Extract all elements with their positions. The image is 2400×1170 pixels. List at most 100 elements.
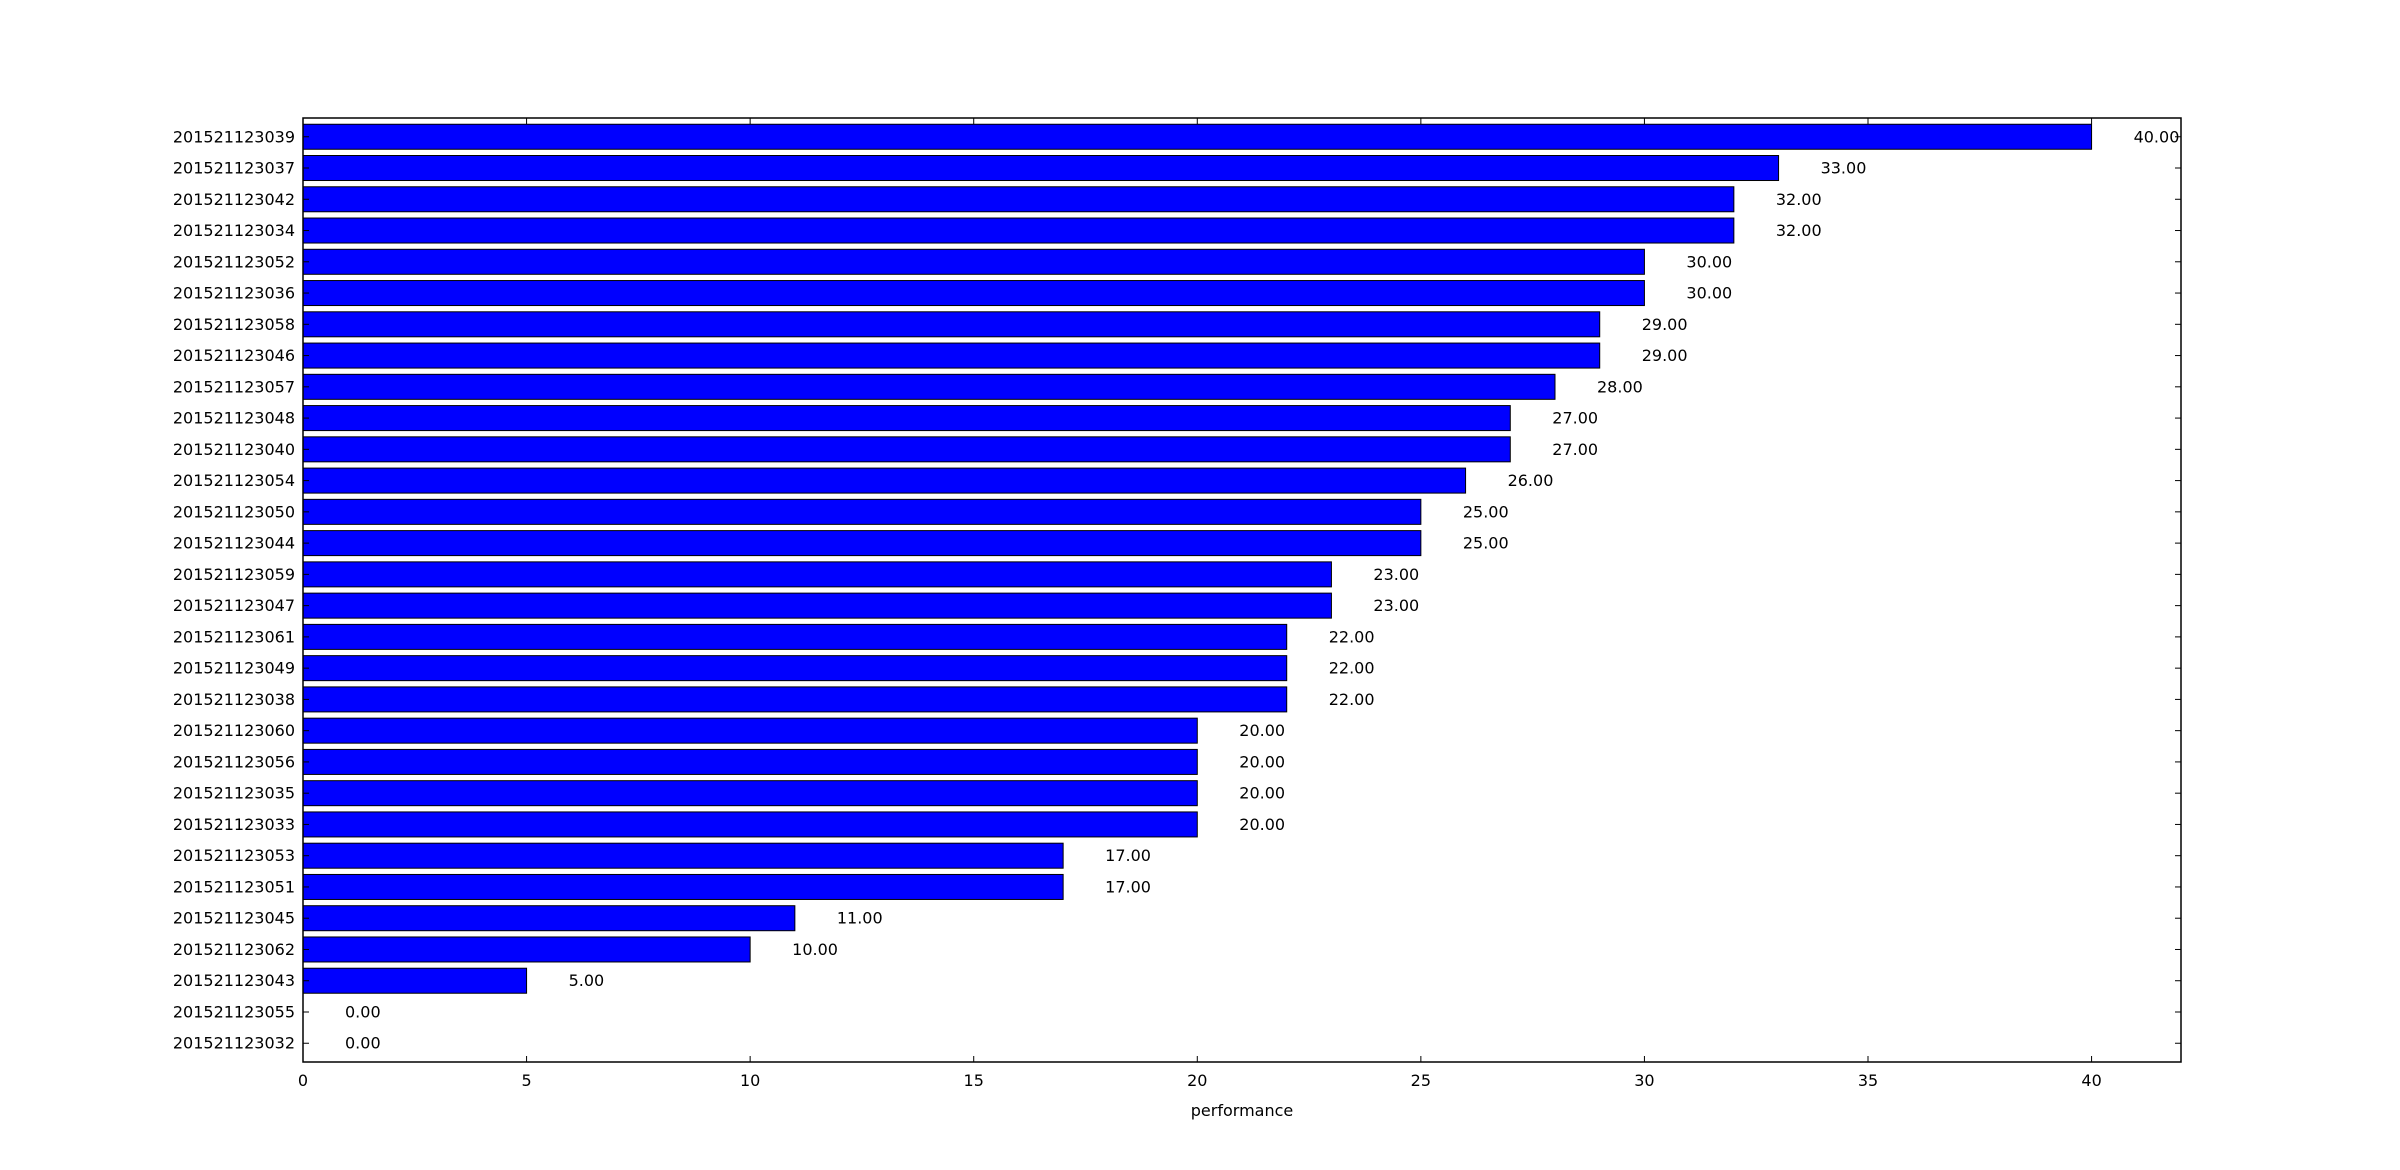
category-label: 201521123040 <box>173 440 295 459</box>
data-label: 22.00 <box>1329 659 1375 678</box>
category-label: 201521123047 <box>173 596 295 615</box>
data-label: 29.00 <box>1642 346 1688 365</box>
category-label: 201521123035 <box>173 784 295 803</box>
data-label: 40.00 <box>2134 127 2180 146</box>
category-label: 201521123054 <box>173 471 295 490</box>
category-label: 201521123032 <box>173 1034 295 1053</box>
data-label: 10.00 <box>792 940 838 959</box>
category-label: 201521123057 <box>173 377 295 396</box>
bar <box>302 842 1064 869</box>
data-label: 11.00 <box>837 909 883 928</box>
bar <box>302 123 2093 150</box>
category-label: 201521123058 <box>173 315 295 334</box>
data-label: 33.00 <box>1821 159 1867 178</box>
data-label: 17.00 <box>1105 877 1151 896</box>
x-tick-label: 25 <box>1411 1071 1431 1090</box>
category-label: 201521123056 <box>173 752 295 771</box>
x-tick-label: 35 <box>1858 1071 1878 1090</box>
category-label: 201521123038 <box>173 690 295 709</box>
data-label: 23.00 <box>1373 596 1419 615</box>
bar <box>302 748 1198 775</box>
category-label: 201521123051 <box>173 877 295 896</box>
category-label: 201521123045 <box>173 909 295 928</box>
category-label: 201521123050 <box>173 502 295 521</box>
x-tick-label: 0 <box>298 1071 308 1090</box>
bar <box>302 405 1511 432</box>
bar <box>302 342 1601 369</box>
bar <box>302 780 1198 807</box>
data-label: 20.00 <box>1239 752 1285 771</box>
data-label: 5.00 <box>569 971 605 990</box>
x-tick-label: 5 <box>521 1071 531 1090</box>
bar <box>302 248 1645 275</box>
category-label: 201521123036 <box>173 284 295 303</box>
bar <box>302 873 1064 900</box>
category-label: 201521123060 <box>173 721 295 740</box>
category-label: 201521123043 <box>173 971 295 990</box>
bar <box>302 155 1780 182</box>
category-label: 201521123034 <box>173 221 295 240</box>
data-label: 26.00 <box>1508 471 1554 490</box>
data-label: 17.00 <box>1105 846 1151 865</box>
data-label: 25.00 <box>1463 502 1509 521</box>
category-label: 201521123052 <box>173 252 295 271</box>
bar <box>302 280 1645 307</box>
bar <box>302 373 1556 400</box>
category-label: 201521123048 <box>173 409 295 428</box>
bar <box>302 967 528 994</box>
bar <box>302 623 1288 650</box>
bar <box>302 561 1332 588</box>
data-label: 25.00 <box>1463 534 1509 553</box>
data-label: 23.00 <box>1373 565 1419 584</box>
data-label: 27.00 <box>1552 409 1598 428</box>
category-label: 201521123061 <box>173 627 295 646</box>
bar <box>302 311 1601 338</box>
data-label: 0.00 <box>345 1034 381 1053</box>
bar <box>302 467 1467 494</box>
data-label: 20.00 <box>1239 784 1285 803</box>
x-tick-label: 40 <box>2081 1071 2101 1090</box>
data-label: 30.00 <box>1686 252 1732 271</box>
bar <box>302 811 1198 838</box>
labels-layer: 201521123039 40.00 201521123037 33.00 201521… <box>173 127 2180 1090</box>
x-tick-label: 30 <box>1634 1071 1654 1090</box>
data-label: 29.00 <box>1642 315 1688 334</box>
bar <box>302 686 1288 713</box>
data-label: 30.00 <box>1686 284 1732 303</box>
bar <box>302 530 1422 557</box>
ticks-layer <box>302 118 2181 1062</box>
data-label: 20.00 <box>1239 815 1285 834</box>
data-label: 32.00 <box>1776 221 1822 240</box>
data-label: 22.00 <box>1329 690 1375 709</box>
bar <box>302 217 1735 244</box>
data-label: 0.00 <box>345 1002 381 1021</box>
bar <box>302 717 1198 744</box>
bar <box>302 905 796 932</box>
data-label: 27.00 <box>1552 440 1598 459</box>
category-label: 201521123062 <box>173 940 295 959</box>
bar <box>302 655 1288 682</box>
category-label: 201521123039 <box>173 127 295 146</box>
bar <box>302 592 1332 619</box>
data-label: 32.00 <box>1776 190 1822 209</box>
bar <box>302 498 1422 525</box>
x-tick-label: 20 <box>1187 1071 1207 1090</box>
bars-layer <box>302 123 2093 994</box>
bar <box>302 186 1735 213</box>
category-label: 201521123053 <box>173 846 295 865</box>
category-label: 201521123037 <box>173 159 295 178</box>
category-label: 201521123044 <box>173 534 295 553</box>
data-label: 28.00 <box>1597 377 1643 396</box>
category-label: 201521123046 <box>173 346 295 365</box>
category-label: 201521123033 <box>173 815 295 834</box>
bar <box>302 436 1511 463</box>
data-label: 20.00 <box>1239 721 1285 740</box>
category-label: 201521123055 <box>173 1002 295 1021</box>
x-tick-label: 10 <box>740 1071 760 1090</box>
data-label: 22.00 <box>1329 627 1375 646</box>
bar <box>302 936 751 963</box>
x-axis-label: performance <box>1191 1101 1293 1120</box>
category-label: 201521123049 <box>173 659 295 678</box>
category-label: 201521123059 <box>173 565 295 584</box>
